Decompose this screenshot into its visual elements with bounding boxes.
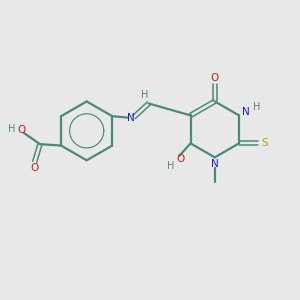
Text: O: O (17, 125, 26, 135)
Text: N: N (128, 112, 135, 123)
Text: O: O (177, 154, 185, 164)
Text: S: S (261, 138, 268, 148)
Text: N: N (211, 159, 219, 169)
Text: H: H (253, 102, 260, 112)
Text: H: H (8, 124, 15, 134)
Text: O: O (211, 74, 219, 83)
Text: O: O (30, 163, 38, 173)
Text: H: H (142, 90, 149, 100)
Text: N: N (242, 107, 249, 117)
Text: H: H (167, 161, 175, 171)
